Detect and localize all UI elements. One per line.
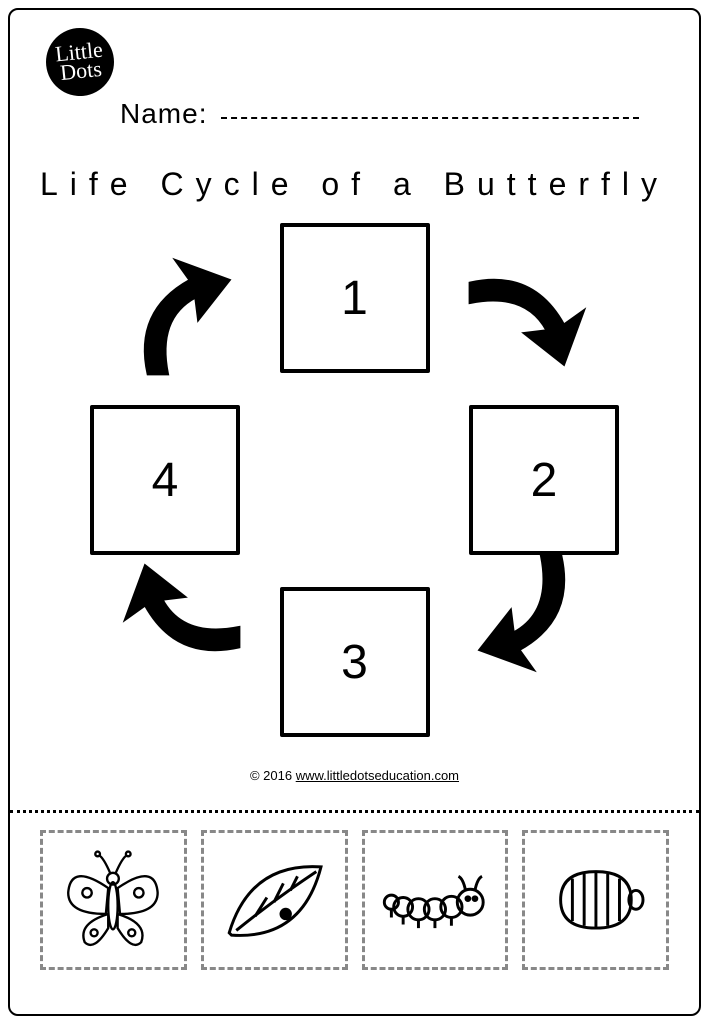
name-field-row: Name: bbox=[120, 98, 639, 130]
cycle-box-4-number: 4 bbox=[152, 453, 179, 508]
brand-logo: Little Dots bbox=[43, 25, 118, 100]
cycle-box-1-number: 1 bbox=[341, 271, 368, 326]
caterpillar-icon bbox=[373, 841, 497, 959]
copyright-url: www.littledotseducation.com bbox=[296, 768, 459, 783]
butterfly-icon bbox=[51, 841, 175, 959]
cutout-row bbox=[40, 830, 669, 970]
page-title: Life Cycle of a Butterfly bbox=[10, 166, 699, 203]
name-blank-line[interactable] bbox=[221, 117, 639, 119]
cutout-caterpillar[interactable] bbox=[362, 830, 509, 970]
arrow-2-to-3-icon bbox=[449, 535, 589, 675]
arrow-3-to-4-icon bbox=[120, 535, 260, 675]
copyright-prefix: © 2016 bbox=[250, 768, 296, 783]
cutout-chrysalis[interactable] bbox=[522, 830, 669, 970]
copyright-line: © 2016 www.littledotseducation.com bbox=[10, 768, 699, 783]
cycle-box-3-number: 3 bbox=[341, 635, 368, 690]
cutout-butterfly[interactable] bbox=[40, 830, 187, 970]
logo-line2: Dots bbox=[59, 60, 102, 83]
chrysalis-icon bbox=[534, 841, 658, 959]
leaf-icon bbox=[212, 841, 336, 959]
name-label: Name: bbox=[120, 98, 207, 130]
worksheet-page: Little Dots Name: Life Cycle of a Butter… bbox=[8, 8, 701, 1016]
cycle-box-2-number: 2 bbox=[531, 453, 558, 508]
cycle-box-2[interactable]: 2 bbox=[469, 405, 619, 555]
cycle-box-1[interactable]: 1 bbox=[280, 223, 430, 373]
lifecycle-diagram: 1 2 3 4 bbox=[10, 215, 699, 755]
arrow-1-to-2-icon bbox=[449, 255, 589, 395]
cut-divider bbox=[10, 810, 699, 813]
cutout-leaf-egg[interactable] bbox=[201, 830, 348, 970]
cycle-box-3[interactable]: 3 bbox=[280, 587, 430, 737]
arrow-4-to-1-icon bbox=[120, 255, 260, 395]
cycle-box-4[interactable]: 4 bbox=[90, 405, 240, 555]
